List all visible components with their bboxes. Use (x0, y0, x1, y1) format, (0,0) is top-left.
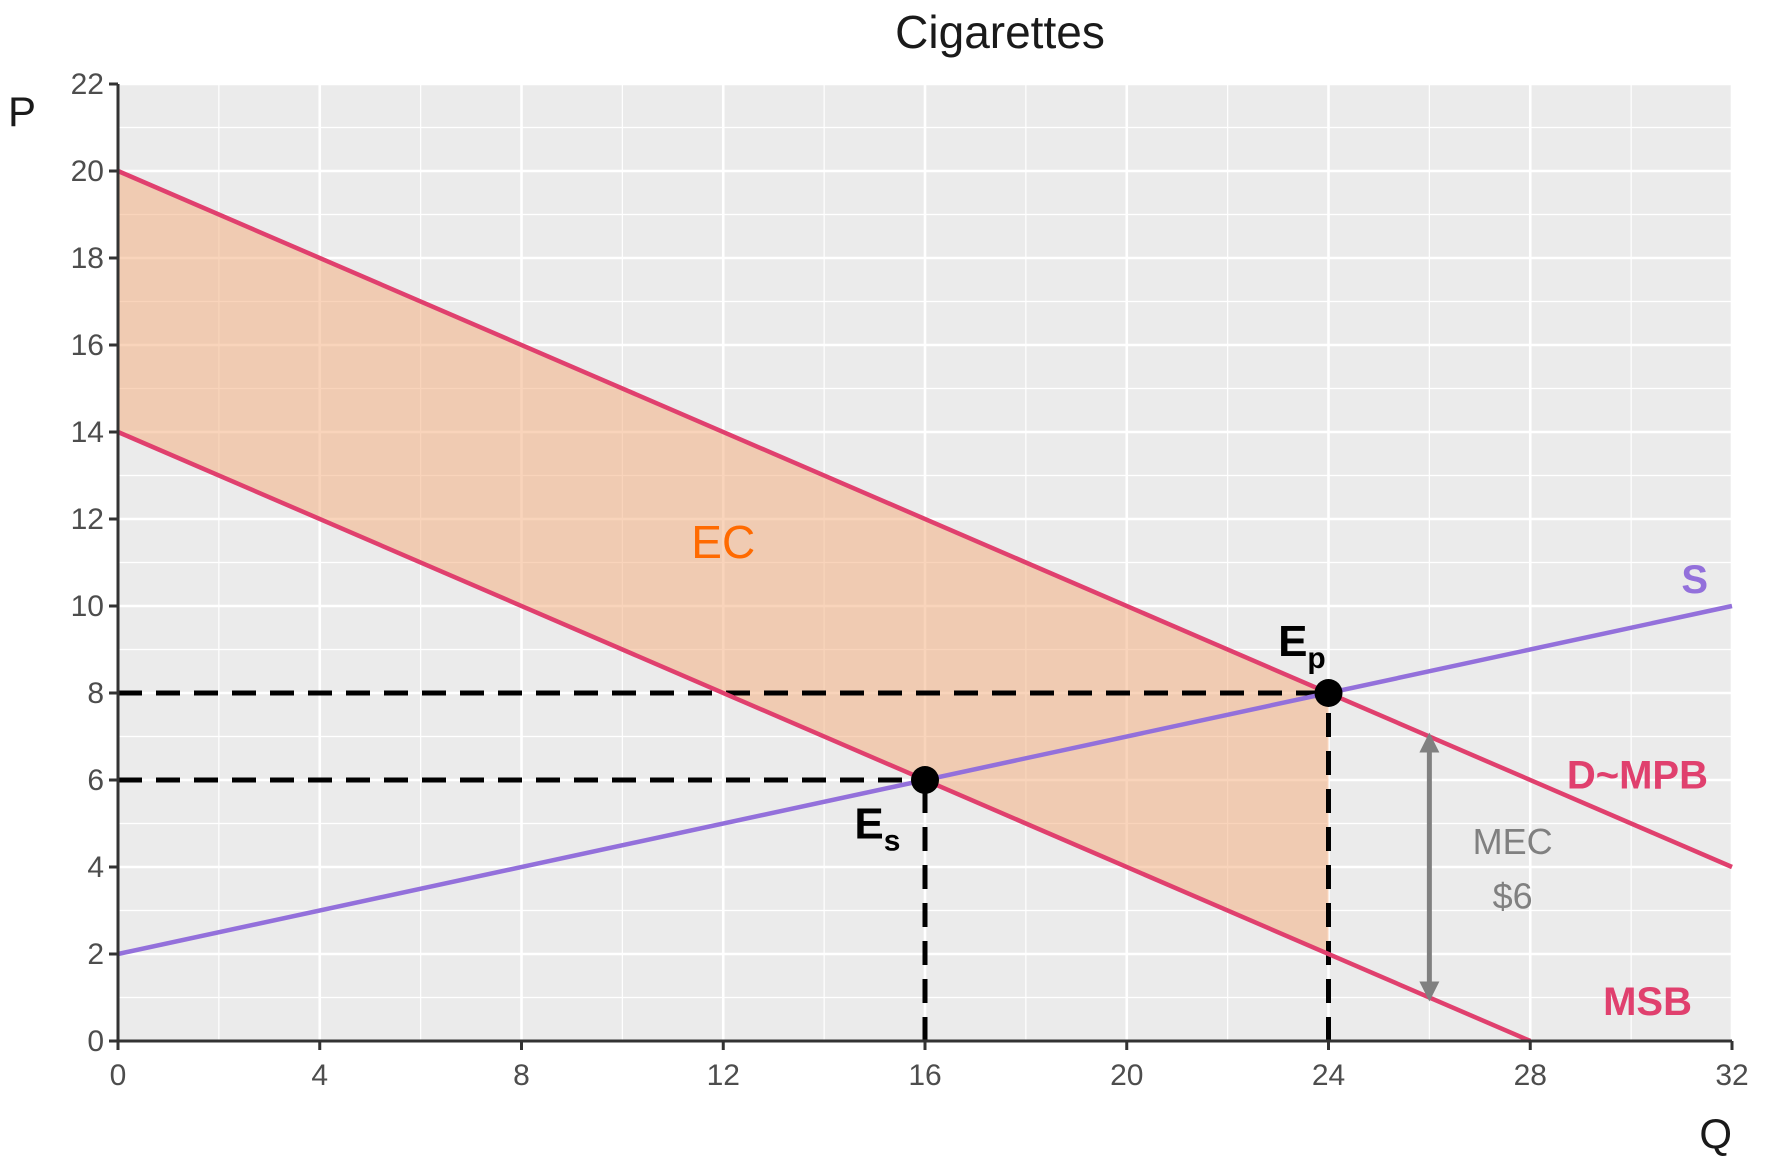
curve-label-d-mpb: D~MPB (1567, 754, 1708, 798)
x-tick-label: 12 (707, 1059, 740, 1092)
y-tick-label: 14 (71, 416, 104, 449)
x-axis-title: Q (1699, 1110, 1732, 1157)
points-layer (911, 679, 1343, 794)
ec-label: EC (691, 516, 755, 568)
y-tick-label: 20 (71, 155, 104, 188)
demand-mpb-line (117, 168, 1733, 870)
point-label-es: Es (854, 800, 900, 858)
x-tick-label: 8 (513, 1059, 530, 1092)
mec-value-label: $6 (1493, 875, 1533, 916)
equilibrium-point-ep (1314, 679, 1343, 707)
y-tick-label: 8 (87, 677, 104, 710)
y-tick-label: 2 (87, 938, 104, 971)
x-tick-label: 16 (908, 1059, 941, 1092)
equilibrium-point-es (911, 766, 939, 794)
x-tick-label: 24 (1312, 1059, 1345, 1092)
y-tick-label: 10 (71, 590, 104, 623)
chart-title: Cigarettes (895, 6, 1105, 58)
x-tick-label: 32 (1715, 1059, 1748, 1092)
y-axis-title: P (8, 88, 36, 135)
point-label-es-sub: s (884, 825, 901, 858)
y-tick-label: 0 (87, 1025, 104, 1058)
x-tick-label: 4 (311, 1059, 328, 1092)
x-tick-label: 20 (1110, 1059, 1143, 1092)
y-tick-label: 16 (71, 329, 104, 362)
mec-label: MEC (1473, 821, 1553, 862)
x-tick-label: 0 (110, 1059, 127, 1092)
y-tick-label: 22 (71, 68, 104, 101)
curve-label-s: S (1681, 558, 1708, 602)
msb-line (117, 429, 1532, 1044)
y-tick-label: 4 (87, 851, 104, 884)
y-tick-label: 18 (71, 242, 104, 275)
point-label-ep-sub: p (1307, 642, 1325, 675)
curve-label-msb: MSB (1603, 980, 1692, 1024)
point-label-ep: Ep (1278, 617, 1326, 675)
x-tick-label: 28 (1514, 1059, 1547, 1092)
point-label-ep-main: E (1278, 617, 1307, 666)
point-label-es-main: E (854, 800, 883, 849)
y-tick-label: 12 (71, 503, 104, 536)
reference-lines-layer (118, 690, 1331, 1041)
y-tick-label: 6 (87, 764, 104, 797)
